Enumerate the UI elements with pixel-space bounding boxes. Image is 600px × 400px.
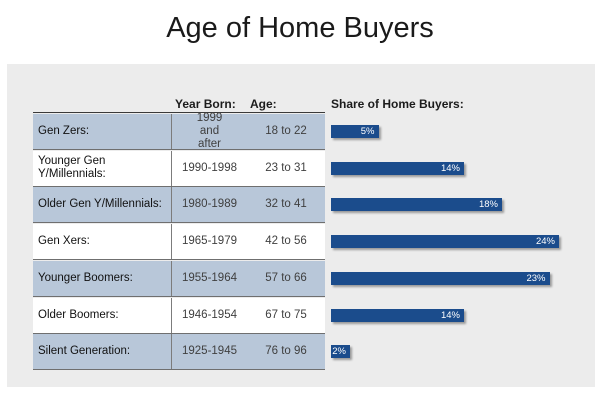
bar: 14% bbox=[331, 161, 464, 175]
header-divider bbox=[33, 112, 325, 113]
age-cell: 57 to 66 bbox=[265, 271, 307, 284]
generation-cell: Younger Boomers: bbox=[38, 271, 133, 284]
bar: 14% bbox=[331, 308, 464, 322]
year-born-cell: 1990-1998 bbox=[171, 150, 247, 186]
table-row: Younger Boomers: 1955-1964 57 to 66 bbox=[33, 260, 325, 297]
age-cell: 18 to 22 bbox=[265, 125, 307, 137]
year-born-cell: 1999 and after bbox=[171, 112, 247, 150]
page-title: Age of Home Buyers bbox=[166, 12, 434, 44]
year-born-header: Year Born: bbox=[175, 97, 236, 111]
generation-cell: Gen Xers: bbox=[38, 235, 90, 248]
bar: 18% bbox=[331, 198, 502, 212]
table-row: Older Gen Y/Millennials: 1980-1989 32 to 4… bbox=[33, 187, 325, 224]
table-row: Younger Gen Y/Millennials: 1990-1998 23 to… bbox=[33, 150, 325, 187]
age-cell: 32 to 41 bbox=[265, 198, 307, 211]
bar-value-label: 14% bbox=[440, 309, 460, 321]
table-row: Silent Generation: 1925-1945 76 to 96 bbox=[33, 334, 325, 371]
bar-value-label: 14% bbox=[440, 162, 460, 174]
age-cell: 67 to 75 bbox=[265, 308, 307, 321]
age-cell: 76 to 96 bbox=[265, 345, 307, 358]
share-header: Share of Home Buyers: bbox=[331, 97, 464, 111]
bar-value-label: 24% bbox=[535, 236, 555, 248]
generation-cell: Silent Generation: bbox=[38, 345, 131, 358]
bar-value-label: 2% bbox=[332, 346, 346, 358]
bar: 2% bbox=[331, 345, 350, 359]
year-born-cell: 1980-1989 bbox=[171, 187, 247, 223]
bar: 23% bbox=[331, 271, 550, 285]
table-row: Older Boomers: 1946-1954 67 to 75 bbox=[33, 297, 325, 334]
year-born-cell: 1955-1964 bbox=[171, 260, 247, 296]
age-header: Age: bbox=[250, 97, 277, 111]
year-born-cell: 1925-1945 bbox=[171, 334, 247, 370]
bar-value-label: 23% bbox=[526, 272, 546, 284]
generation-cell: Older Gen Y/Millennials: bbox=[38, 198, 162, 211]
bar: 5% bbox=[331, 125, 379, 138]
table-row: Gen Xers: 1965-1979 42 to 56 bbox=[33, 224, 325, 261]
age-cell: 42 to 56 bbox=[265, 235, 307, 248]
generation-cell: Gen Zers: bbox=[38, 125, 90, 137]
generation-cell: Younger Gen Y/Millennials: bbox=[38, 155, 106, 181]
table-row: Gen Zers: 1999 and after 18 to 22 bbox=[33, 112, 325, 150]
age-cell: 23 to 31 bbox=[265, 161, 307, 174]
bar-value-label: 18% bbox=[478, 199, 498, 211]
generation-cell: Older Boomers: bbox=[38, 308, 119, 321]
year-born-cell: 1946-1954 bbox=[171, 297, 247, 333]
bar-value-label: 5% bbox=[360, 126, 375, 137]
bar: 24% bbox=[331, 235, 559, 249]
year-born-cell: 1965-1979 bbox=[171, 224, 247, 260]
